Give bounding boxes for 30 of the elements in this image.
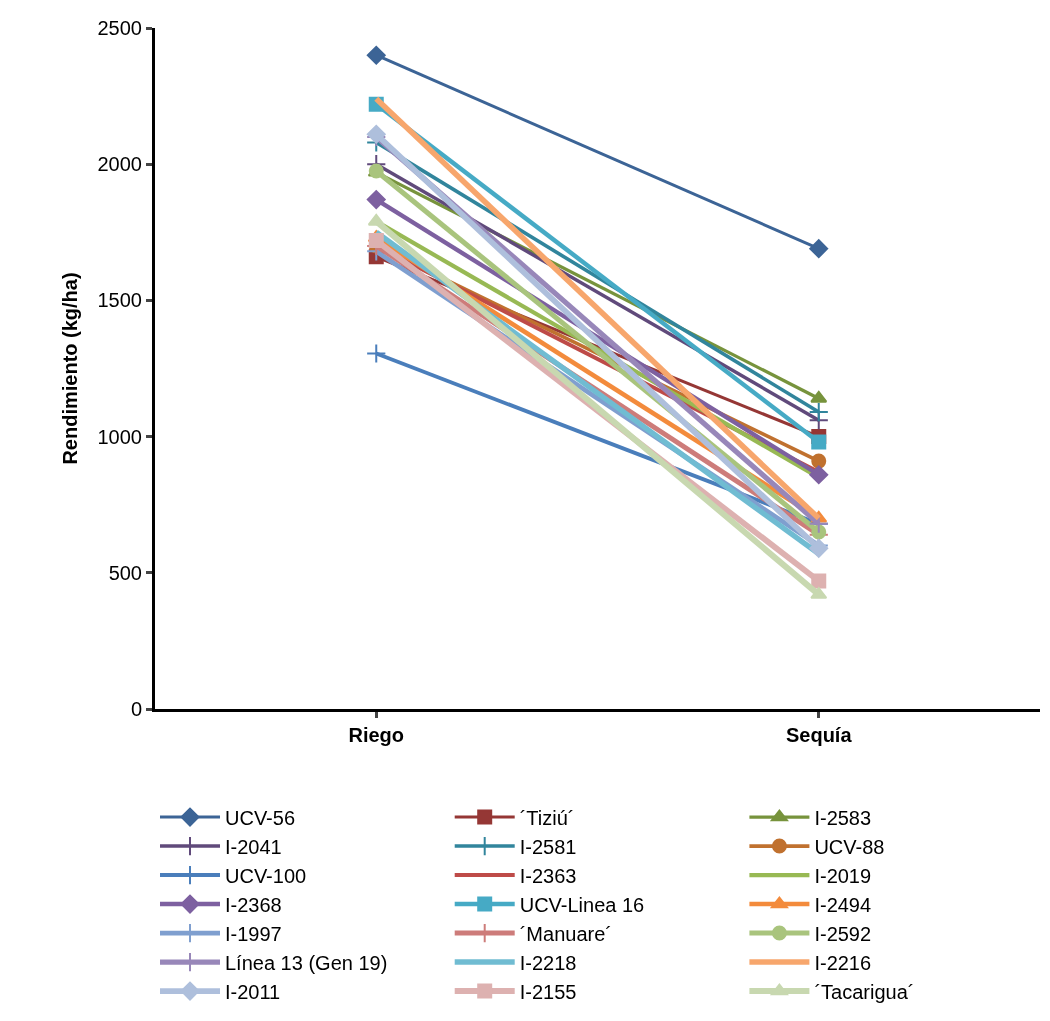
legend-label: I-2581 — [519, 835, 577, 858]
legend-label: I-2583 — [814, 806, 872, 829]
legend-label: I-2592 — [814, 922, 872, 945]
legend-label: ´Manuare´ — [519, 922, 612, 945]
y-tick-label: 2000 — [97, 153, 142, 176]
legend-label: I-2368 — [225, 893, 282, 916]
legend-label: I-2019 — [814, 864, 872, 887]
y-tick-label: 2500 — [97, 17, 142, 39]
legend-label: UCV-100 — [225, 864, 307, 887]
legend-label: I-1997 — [225, 922, 282, 945]
legend-label: UCV-88 — [814, 835, 885, 858]
legend-label: ´Tiziú´ — [519, 806, 575, 829]
y-tick-label: 1000 — [97, 425, 142, 448]
x-tick-label: Riego — [348, 724, 405, 746]
legend-label: Línea 13 (Gen 19) — [225, 951, 388, 974]
legend-label: UCV-56 — [225, 806, 296, 829]
y-tick-label: 500 — [108, 561, 142, 584]
legend-label: UCV-Linea 16 — [519, 893, 645, 916]
legend-label: I-2011 — [225, 980, 281, 1003]
x-tick-label: Sequía — [785, 724, 853, 746]
y-axis-title: Rendimiento (kg/ha) — [59, 272, 81, 465]
legend-label: I-2363 — [519, 864, 577, 887]
y-tick-label: 0 — [130, 698, 142, 720]
legend-label: I-2494 — [814, 893, 872, 916]
y-tick-label: 1500 — [97, 289, 142, 312]
legend-label: I-2155 — [519, 980, 577, 1003]
legend-label: I-2218 — [519, 951, 577, 974]
legend-label: I-2216 — [814, 951, 872, 974]
legend-label: ´Tacarigua´ — [814, 980, 915, 1003]
legend-label: I-2041 — [225, 835, 282, 858]
